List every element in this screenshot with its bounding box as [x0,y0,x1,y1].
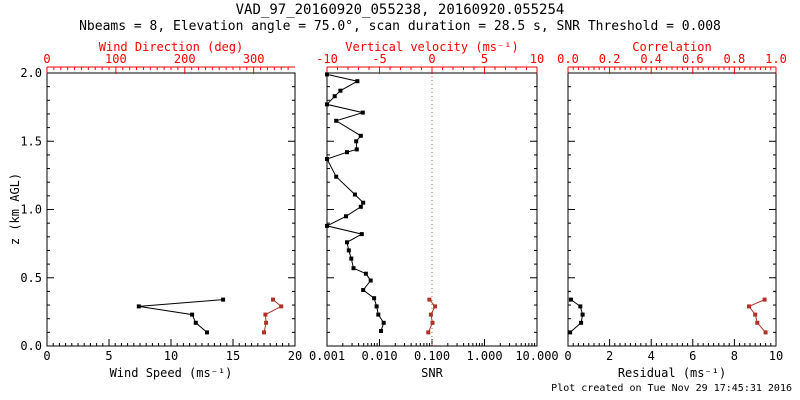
svg-text:1.0: 1.0 [20,203,42,217]
snr-axis-title: SNR [421,366,443,380]
svg-text:200: 200 [174,52,196,66]
svg-text:8: 8 [731,349,738,363]
series-residual [568,297,585,335]
svg-text:10: 10 [164,349,178,363]
svg-text:100: 100 [105,52,127,66]
svg-text:10: 10 [769,349,783,363]
residual-axis-title: Residual (ms⁻¹) [617,366,727,380]
svg-text:0.0: 0.0 [20,339,42,353]
svg-text:0: 0 [43,349,50,363]
svg-text:6: 6 [689,349,696,363]
wind-speed-axis-title: Wind Speed (ms⁻¹) [109,366,233,380]
svg-text:300: 300 [243,52,265,66]
series-wind-direction [262,297,284,335]
svg-text:0: 0 [428,52,435,66]
svg-text:20: 20 [288,349,302,363]
series-vertical-velocity [426,297,438,335]
svg-text:5: 5 [481,52,488,66]
chart-title: VAD_97_20160920_055238, 20160920.055254 [235,2,565,18]
series-snr-profile [325,72,386,333]
svg-text:1.0: 1.0 [765,52,787,66]
panel-residual: 0 2 4 6 8 10 0.0 0.2 0.4 0.6 0.8 1.0 [557,52,787,363]
svg-text:0.001: 0.001 [309,349,345,363]
svg-text:0.5: 0.5 [20,271,42,285]
wind-direction-axis-title: Wind Direction (deg) [98,40,244,54]
creation-timestamp: Plot created on Tue Nov 29 17:45:31 2016 [551,383,792,394]
svg-text:1.5: 1.5 [20,134,42,148]
svg-text:0.8: 0.8 [724,52,746,66]
svg-text:0: 0 [43,52,50,66]
svg-text:0.0: 0.0 [557,52,579,66]
svg-text:0.2: 0.2 [599,52,621,66]
panel-snr: 0.001 0.010 0.100 1.000 10.000 -10 -5 0 5 10 [309,52,559,363]
svg-text:-5: -5 [372,52,386,66]
svg-text:0.6: 0.6 [682,52,704,66]
vertical-velocity-axis-title: Vertical velocity (ms⁻¹) [345,40,519,54]
svg-text:0.010: 0.010 [361,349,397,363]
svg-text:0.4: 0.4 [640,52,662,66]
svg-text:1.000: 1.000 [466,349,502,363]
svg-text:5: 5 [105,349,112,363]
svg-text:2.0: 2.0 [20,66,42,80]
svg-text:10.000: 10.000 [515,349,558,363]
svg-text:-10: -10 [316,52,338,66]
svg-text:2: 2 [606,349,613,363]
svg-text:0: 0 [564,349,571,363]
svg-text:15: 15 [226,349,240,363]
svg-text:0.100: 0.100 [414,349,450,363]
series-correlation [747,297,768,335]
series-wind-speed [136,297,226,335]
chart-subtitle: Nbeams = 8, Elevation angle = 75.0°, sca… [79,19,721,34]
correlation-axis-title: Correlation [632,40,712,54]
svg-text:4: 4 [648,349,655,363]
svg-text:10: 10 [530,52,544,66]
